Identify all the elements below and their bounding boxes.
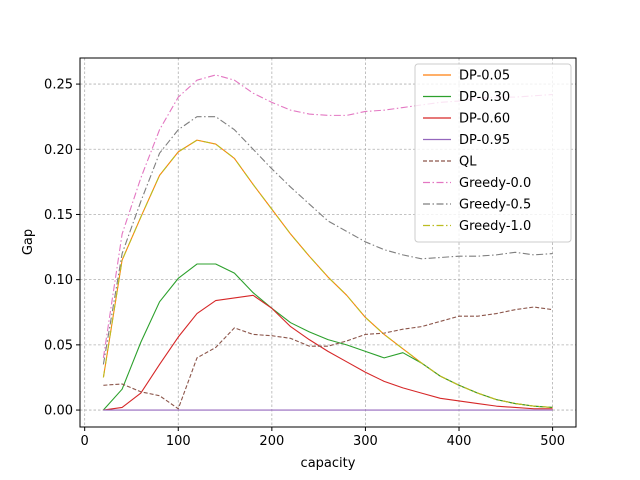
y-axis-ticks: 0.00 0.05 0.10 0.15 0.20 0.25	[44, 78, 80, 419]
x-tick-label: 0	[81, 434, 89, 449]
x-axis-ticks: 0 100 200 300 400 500	[81, 427, 565, 449]
x-tick-label: 500	[540, 434, 565, 449]
y-tick-label: 0.20	[44, 143, 73, 158]
x-axis-label: capacity	[301, 456, 356, 471]
series-line-greedy-0-5	[102, 116, 553, 365]
series-line-dp-0-60	[103, 294, 553, 411]
legend-label: DP-0.30	[459, 90, 510, 105]
plot-frame	[79, 57, 577, 428]
series-line-greedy-1-0	[102, 139, 553, 408]
y-tick-label: 0.05	[44, 338, 73, 353]
legend-label: Greedy-1.0	[459, 219, 531, 234]
series-line-ql	[103, 306, 553, 410]
x-tick-label: 400	[447, 434, 472, 449]
legend-label: DP-0.95	[459, 133, 510, 148]
x-tick-label: 300	[353, 434, 378, 449]
x-tick-label: 200	[259, 434, 284, 449]
legend-label: DP-0.60	[459, 112, 510, 127]
legend: DP-0.05 DP-0.30 DP-0.60 DP-0.95 QL Greedy-0.0…	[414, 63, 572, 243]
legend-box	[414, 63, 572, 243]
legend-label: Greedy-0.5	[459, 198, 531, 213]
x-tick-label: 100	[166, 434, 191, 449]
y-tick-label: 0.00	[44, 404, 73, 419]
grid-lines	[80, 58, 576, 427]
legend-label: Greedy-0.0	[459, 176, 531, 191]
y-tick-label: 0.25	[44, 78, 73, 93]
y-tick-label: 0.15	[44, 208, 73, 223]
legend-label: QL	[459, 155, 477, 170]
legend-label: DP-0.05	[459, 69, 510, 84]
y-axis-label: Gap	[21, 229, 36, 255]
y-tick-label: 0.10	[44, 273, 73, 288]
